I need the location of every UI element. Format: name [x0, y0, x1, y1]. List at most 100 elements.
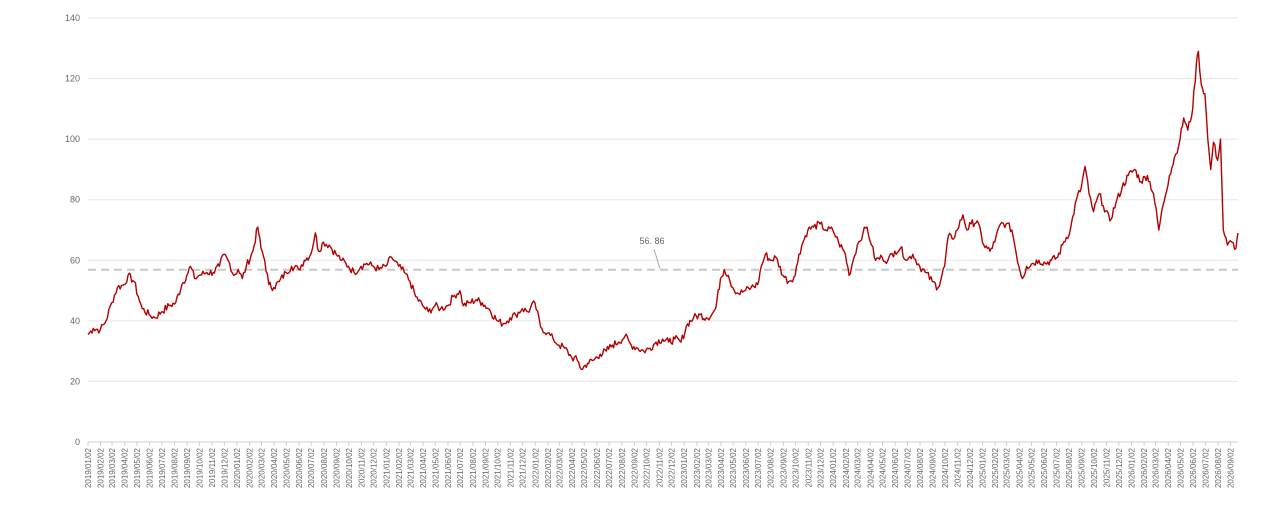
x-tick-label: 2023/06/02 — [742, 447, 751, 488]
x-tick-label: 2019/03/02 — [108, 447, 117, 488]
y-tick-label: 20 — [70, 376, 80, 386]
x-tick-label: 2019/05/02 — [133, 447, 142, 488]
x-tick-label: 2019/04/02 — [121, 447, 130, 488]
x-tick-label: 2023/03/02 — [704, 447, 713, 488]
x-tick-label: 2019/02/02 — [97, 447, 106, 488]
x-tick-label: 2021/12/02 — [519, 447, 528, 488]
x-tick-label: 2025/01/02 — [979, 447, 988, 488]
x-tick-label: 2026/06/02 — [1189, 447, 1198, 488]
x-tick-label: 2024/01/02 — [829, 447, 838, 488]
x-tick-label: 2019/11/02 — [208, 447, 217, 487]
x-tick-label: 2022/08/02 — [618, 447, 627, 488]
x-tick-label: 2019/09/02 — [183, 447, 192, 488]
x-tick-label: 2025/06/02 — [1040, 447, 1049, 488]
x-tick-label: 2020/05/02 — [282, 447, 291, 488]
x-tick-label: 2025/11/02 — [1103, 447, 1112, 487]
x-tick-label: 2025/08/02 — [1065, 447, 1074, 488]
x-tick-label: 2019/10/02 — [195, 447, 204, 488]
x-tick-label: 2025/10/02 — [1090, 447, 1099, 488]
x-tick-label: 2022/12/02 — [668, 447, 677, 488]
x-tick-label: 2025/07/02 — [1052, 447, 1061, 488]
x-tick-label: 2026/09/02 — [1227, 447, 1236, 488]
grid-lines — [88, 17, 1238, 382]
y-tick-label: 100 — [65, 134, 80, 144]
x-tick-label: 2023/11/02 — [804, 447, 813, 487]
y-tick-label: 120 — [65, 74, 80, 84]
x-tick-label: 2020/03/02 — [257, 447, 266, 488]
x-tick-label: 2020/12/02 — [370, 447, 379, 488]
x-tick-label: 2020/02/02 — [246, 447, 255, 488]
y-tick-label: 140 — [65, 13, 80, 23]
y-axis-ticks: 0 20 40 60 80 100 120 140 — [65, 13, 80, 447]
x-tick-label: 2025/03/02 — [1003, 447, 1012, 488]
x-tick-label: 2024/09/02 — [929, 447, 938, 488]
x-tick-label: 2020/08/02 — [320, 447, 329, 488]
x-tick-label: 2026/02/02 — [1140, 447, 1149, 488]
x-tick-label: 2026/01/02 — [1127, 447, 1136, 488]
x-tick-label: 2025/09/02 — [1078, 447, 1087, 488]
x-tick-label: 2026/08/02 — [1214, 447, 1223, 488]
x-tick-label: 2022/03/02 — [555, 447, 564, 488]
x-tick-label: 2025/05/02 — [1028, 447, 1037, 488]
average-line-group: 56. 86 — [88, 236, 1238, 271]
x-tick-label: 2022/10/02 — [643, 447, 652, 488]
x-tick-label: 2025/12/02 — [1115, 447, 1124, 488]
x-tick-label: 2021/10/02 — [494, 447, 503, 488]
x-tick-label: 2019/01/02 — [84, 447, 93, 488]
x-tick-label: 2024/06/02 — [891, 447, 900, 488]
x-tick-label: 2022/06/02 — [593, 447, 602, 488]
x-tick-label: 2021/08/02 — [469, 447, 478, 488]
x-tick-label: 2025/04/02 — [1015, 447, 1024, 488]
x-tick-label: 2021/07/02 — [456, 447, 465, 488]
x-tick-label: 2020/09/02 — [333, 447, 342, 488]
y-tick-label: 60 — [70, 255, 80, 265]
x-tick-label: 2024/10/02 — [941, 447, 950, 488]
x-tick-label: 2026/05/02 — [1176, 447, 1185, 488]
x-tick-label: 2026/07/02 — [1201, 447, 1210, 488]
x-tick-label: 2020/01/02 — [233, 447, 242, 488]
x-tick-label: 2023/09/02 — [779, 447, 788, 488]
x-tick-label: 2020/11/02 — [357, 447, 366, 487]
series-group — [87, 50, 1239, 371]
x-tick-label: 2024/04/02 — [866, 447, 875, 488]
x-tick-label: 2021/03/02 — [406, 447, 415, 488]
x-tick-label: 2023/05/02 — [729, 447, 738, 488]
x-tick-label: 2021/02/02 — [395, 447, 404, 488]
x-tick-label: 2024/05/02 — [879, 447, 888, 488]
x-tick-label: 2021/09/02 — [481, 447, 490, 488]
x-tick-label: 2023/01/02 — [680, 447, 689, 488]
x-tick-label: 2023/10/02 — [792, 447, 801, 488]
x-tick-label: 2019/07/02 — [158, 447, 167, 488]
x-tick-label: 2021/04/02 — [419, 447, 428, 488]
x-tick-label: 2022/02/02 — [544, 447, 553, 488]
y-tick-label: 0 — [75, 437, 80, 447]
x-tick-label: 2022/09/02 — [630, 447, 639, 488]
x-tick-label: 2022/11/02 — [655, 447, 664, 487]
x-tick-label: 2024/12/02 — [966, 447, 975, 488]
x-tick-label: 2020/07/02 — [307, 447, 316, 488]
x-tick-label: 2021/01/02 — [382, 447, 391, 488]
x-tick-label: 2022/05/02 — [580, 447, 589, 488]
x-tick-label: 2024/02/02 — [842, 447, 851, 488]
x-tick-label: 2019/12/02 — [220, 447, 229, 488]
x-tick-label: 2020/04/02 — [270, 447, 279, 488]
x-tick-label: 2024/11/02 — [954, 447, 963, 487]
x-tick-label: 2019/08/02 — [171, 447, 180, 488]
x-tick-label: 2024/08/02 — [916, 447, 925, 488]
series-line — [87, 50, 1239, 371]
x-tick-label: 2021/05/02 — [431, 447, 440, 488]
x-tick-label: 2024/03/02 — [854, 447, 863, 488]
x-tick-label: 2022/07/02 — [605, 447, 614, 488]
x-tick-label: 2023/12/02 — [817, 447, 826, 488]
x-tick-label: 2021/06/02 — [444, 447, 453, 488]
x-tick-label: 2023/04/02 — [717, 447, 726, 488]
x-tick-label: 2020/10/02 — [345, 447, 354, 488]
x-tick-label: 2025/02/02 — [991, 447, 1000, 488]
x-tick-label: 2022/04/02 — [568, 447, 577, 488]
x-tick-label: 2021/11/02 — [506, 447, 515, 487]
x-axis: 2019/01/02 2019/02/02 2019/03/02 2019/04/02… — [84, 441, 1238, 488]
x-tick-label: 2026/03/02 — [1152, 447, 1161, 488]
y-tick-label: 80 — [70, 195, 80, 205]
